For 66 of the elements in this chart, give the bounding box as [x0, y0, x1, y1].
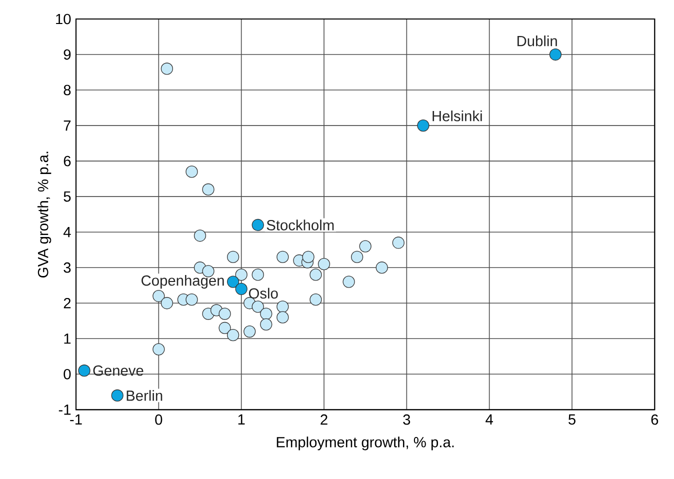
y-tick-label: 5 [64, 191, 71, 202]
y-axis-title: GVA growth, % p.a. [37, 152, 52, 278]
annotation: Copenhagen [142, 274, 224, 289]
point [194, 230, 206, 242]
point [318, 258, 330, 270]
x-tick-label: 6 [651, 414, 658, 425]
point [186, 294, 198, 306]
x-tick-label: 4 [486, 414, 493, 424]
y-tick-label: 10 [56, 14, 71, 24]
point [417, 119, 430, 132]
point [252, 268, 264, 281]
y-tick-label: 0 [64, 368, 71, 380]
point [252, 218, 264, 232]
point [227, 276, 240, 288]
point [252, 300, 264, 313]
point [549, 48, 562, 61]
point [359, 240, 372, 252]
annotation: Stockholm [266, 220, 334, 230]
point [186, 166, 198, 178]
point [310, 268, 322, 281]
annotation: Dublin [518, 35, 557, 46]
x-tick-label: 2 [320, 414, 328, 425]
y-tick-label: 4 [63, 227, 71, 238]
point [342, 276, 355, 288]
annotation: Berlin [126, 390, 162, 401]
annotation: Geneve [93, 365, 144, 376]
y-tick-label: 8 [64, 84, 71, 96]
point [276, 311, 289, 324]
y-tick-label: 6 [64, 156, 71, 166]
point [260, 308, 272, 320]
point [302, 250, 314, 264]
x-tick-label: 5 [568, 414, 576, 425]
point [227, 250, 240, 264]
point [218, 308, 231, 320]
point [392, 236, 404, 249]
point [235, 268, 248, 281]
point [202, 183, 214, 196]
point [160, 297, 174, 310]
point [78, 364, 90, 377]
point [160, 62, 174, 75]
point [218, 322, 231, 334]
point [152, 343, 165, 356]
point [310, 294, 322, 306]
x-tick-label: -1 [70, 414, 82, 424]
y-tick-label: 7 [64, 120, 71, 131]
y-tick-label: 1 [64, 334, 71, 344]
point [351, 250, 364, 264]
y-tick-label: 3 [64, 262, 71, 273]
annotation: Oslo [248, 288, 278, 299]
x-tick-label: 1 [238, 414, 245, 424]
y-tick-label: 2 [64, 298, 71, 308]
annotation: Helsinki [432, 110, 482, 122]
point [276, 300, 289, 313]
x-tick-label: 3 [403, 414, 410, 425]
point [276, 250, 289, 264]
y-tick-label: -1 [58, 404, 71, 415]
x-tick-label: 0 [155, 414, 162, 425]
point [376, 262, 388, 274]
point [235, 282, 248, 295]
point [244, 325, 256, 338]
point [152, 290, 165, 302]
point [260, 318, 272, 330]
y-tick-label: 9 [64, 49, 71, 60]
point [227, 329, 240, 342]
point [111, 389, 124, 402]
x-axis-title: Employment growth, % p.a. [276, 436, 454, 450]
